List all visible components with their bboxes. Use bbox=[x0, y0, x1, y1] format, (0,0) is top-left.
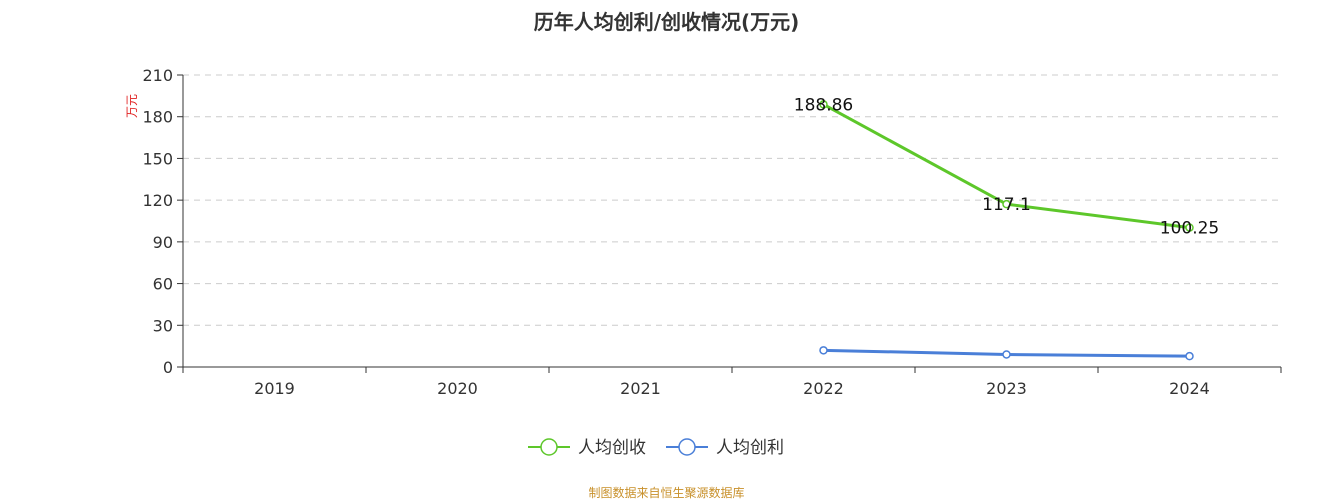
x-tick-label: 2022 bbox=[803, 379, 844, 398]
legend-label: 人均创利 bbox=[716, 438, 784, 458]
x-axis-ticks: 2019 2020 2021 2022 2023 2024 bbox=[182, 367, 1282, 398]
legend-marker bbox=[540, 438, 558, 456]
y-tick-label: 150 bbox=[142, 149, 173, 168]
y-tick-label: 180 bbox=[142, 108, 173, 127]
source-note: 制图数据来自恒生聚源数据库 bbox=[588, 486, 745, 500]
y-tick-label: 60 bbox=[153, 275, 173, 294]
data-point bbox=[1002, 199, 1011, 209]
x-tick-label: 2023 bbox=[986, 379, 1027, 398]
x-tick-label: 2021 bbox=[620, 379, 661, 398]
data-labels: 188.86 117.1 100.25 bbox=[794, 95, 1219, 238]
data-point bbox=[819, 100, 828, 109]
data-label: 117.1 bbox=[982, 195, 1031, 215]
legend-marker bbox=[678, 438, 696, 456]
data-point bbox=[819, 346, 828, 355]
y-tick-label: 90 bbox=[153, 233, 173, 252]
chart-title: 历年人均创利/创收情况(万元) bbox=[533, 10, 800, 34]
data-label: 100.25 bbox=[1160, 219, 1219, 239]
data-point bbox=[1002, 350, 1011, 359]
x-tick-label: 2020 bbox=[437, 379, 478, 398]
legend-label: 人均创收 bbox=[578, 438, 646, 458]
y-axis-ticks: 0 30 60 90 120 150 180 210 bbox=[142, 66, 183, 377]
data-point bbox=[1185, 351, 1194, 361]
series-group bbox=[819, 100, 1194, 361]
axes bbox=[182, 75, 1281, 368]
y-tick-label: 0 bbox=[163, 358, 173, 377]
y-axis-unit-label: 万元 bbox=[125, 94, 139, 118]
data-point bbox=[1185, 223, 1194, 232]
y-tick-label: 120 bbox=[142, 191, 173, 210]
data-label: 188.86 bbox=[794, 95, 853, 115]
y-tick-label: 30 bbox=[153, 316, 173, 335]
grid-lines bbox=[183, 74, 1281, 326]
y-tick-label: 210 bbox=[142, 66, 173, 85]
legend: 人均创收 人均创利 bbox=[528, 438, 784, 458]
x-tick-label: 2024 bbox=[1169, 379, 1210, 398]
x-tick-label: 2019 bbox=[254, 379, 295, 398]
